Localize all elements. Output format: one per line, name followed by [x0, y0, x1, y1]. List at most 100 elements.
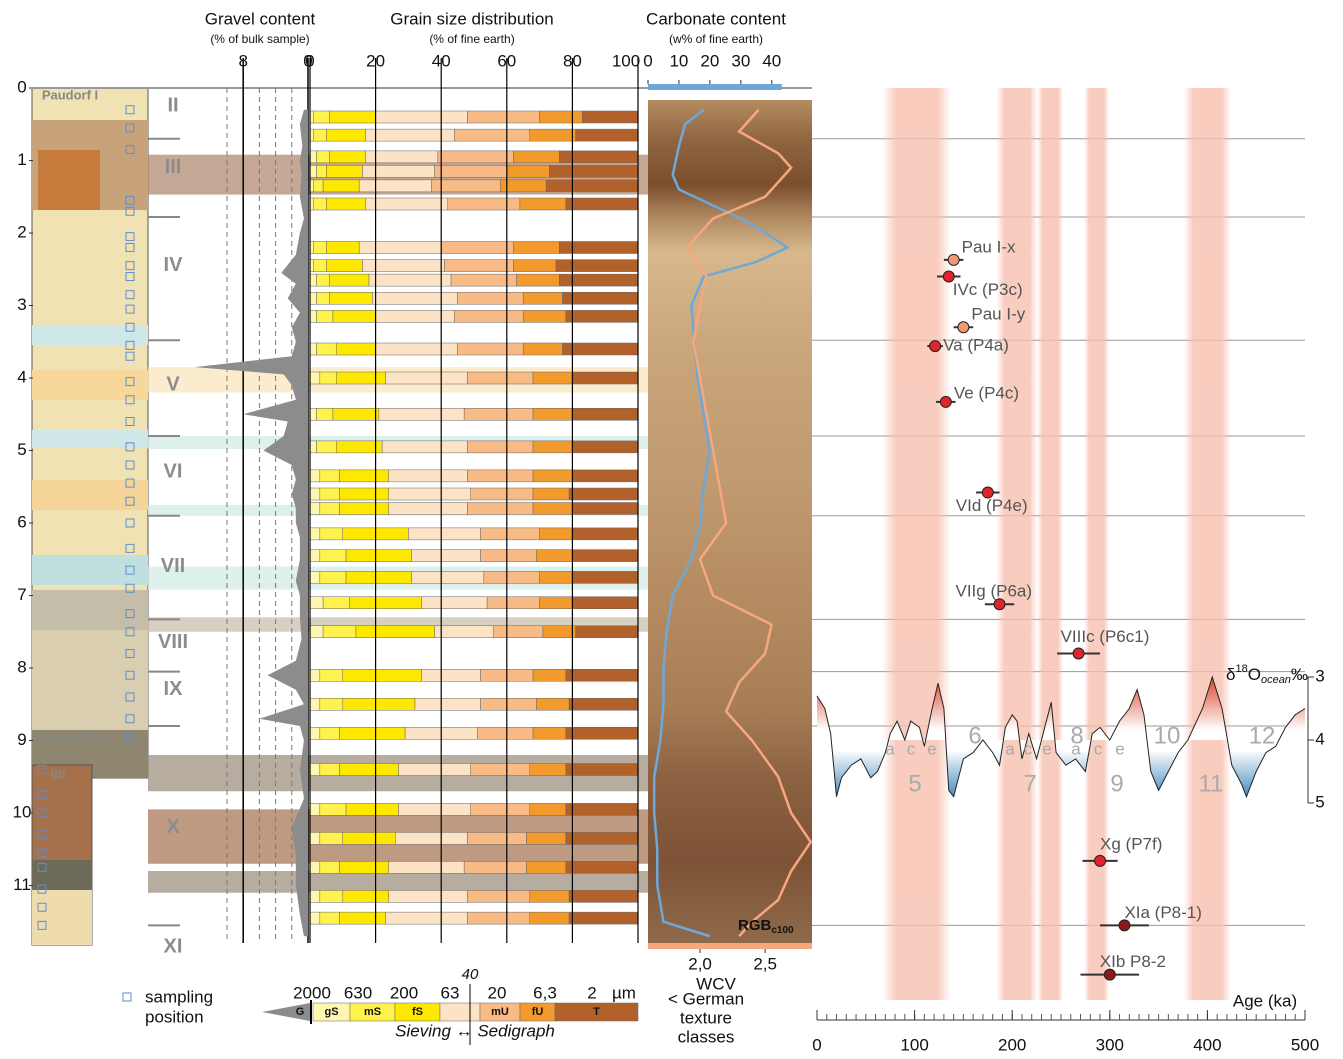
- method-split-label: 40: [462, 966, 479, 983]
- grain-bar: [533, 727, 566, 739]
- profile-layer: [32, 430, 148, 448]
- grain-bar: [340, 861, 389, 873]
- grain-bar: [471, 488, 533, 500]
- rgb-label-main: RGB: [738, 917, 772, 934]
- grain-bar: [415, 698, 481, 710]
- grain-bar: [569, 698, 638, 710]
- sample-label: Pau I-x: [962, 237, 1016, 256]
- grain-bar: [399, 803, 471, 815]
- grain-bar: [494, 626, 543, 638]
- grain-bar: [481, 698, 537, 710]
- grain-bar: [513, 242, 559, 254]
- grain-bar: [310, 528, 320, 540]
- grain-bar: [326, 260, 362, 272]
- stage-label: 9: [1110, 770, 1123, 797]
- iso-axis-label-part: ocean: [1261, 674, 1291, 686]
- grain-bar: [484, 571, 540, 583]
- grain-bar: [310, 488, 320, 500]
- depth-tick-label: 10: [13, 802, 32, 821]
- sample-label: XIb P8-2: [1100, 952, 1166, 971]
- grain-bar: [385, 912, 467, 924]
- grain-bar: [412, 550, 481, 562]
- grain-bar: [523, 292, 562, 304]
- grain-bar: [458, 292, 524, 304]
- grain-bar: [448, 198, 520, 210]
- grain-bar: [566, 803, 638, 815]
- x-tick-label: 400: [1193, 1035, 1221, 1054]
- grain-bar: [340, 503, 389, 515]
- grain-bar: [556, 260, 638, 272]
- stage-label: 7: [1023, 770, 1036, 797]
- age-point: [948, 254, 959, 265]
- unit-label: IX: [164, 678, 184, 700]
- grain-bar: [320, 488, 340, 500]
- grain-bar: [395, 832, 467, 844]
- legend-gravel-label: G: [296, 1006, 305, 1018]
- age-point: [930, 341, 941, 352]
- grain-bar: [330, 111, 376, 123]
- grain-bar: [530, 912, 569, 924]
- interglacial-band: [1184, 88, 1231, 1000]
- x-tick-label: 40: [762, 51, 781, 70]
- grain-bar: [310, 890, 320, 902]
- grain-bar: [349, 597, 421, 609]
- y-tick-label: 4: [1315, 729, 1324, 748]
- unit-label: VII: [161, 555, 185, 577]
- grain-bar: [376, 111, 468, 123]
- grain-bar: [326, 129, 365, 141]
- grain-bar: [385, 372, 467, 384]
- legend-swatch: [440, 1003, 480, 1021]
- grain-bar: [481, 550, 537, 562]
- grain-bar: [566, 198, 638, 210]
- grain-bar: [320, 698, 343, 710]
- grain-bar: [467, 441, 533, 453]
- x-tick-label: 60: [497, 51, 516, 70]
- grain-bar: [435, 626, 494, 638]
- grain-bar: [340, 764, 399, 776]
- grain-bar: [317, 408, 333, 420]
- unit-label: VIII: [158, 631, 188, 653]
- grain-bar: [412, 571, 484, 583]
- grain-bar: [317, 343, 337, 355]
- grain-bar: [310, 669, 320, 681]
- grain-bar: [333, 408, 379, 420]
- sample-label: Xg (P7f): [1100, 834, 1162, 853]
- grain-bar: [310, 571, 320, 583]
- grain-bar: [389, 503, 468, 515]
- grain-bar: [507, 165, 550, 177]
- grain-bar: [566, 669, 638, 681]
- substage-label: c: [1024, 739, 1033, 758]
- substage-label: e: [1115, 739, 1124, 758]
- depth-tick-label: 6: [17, 512, 26, 531]
- grain-bar: [362, 260, 444, 272]
- sample-label: Ve (P4c): [954, 383, 1019, 402]
- x-tick-label: 10: [669, 51, 688, 70]
- sample-label: IVc (P3c): [953, 280, 1023, 299]
- sample-label: Va (P4a): [943, 336, 1009, 355]
- stage-label: 6: [968, 722, 981, 749]
- grain-bar: [576, 626, 638, 638]
- grain-bar: [549, 165, 638, 177]
- grain-bar: [467, 832, 526, 844]
- grain-bar: [467, 890, 529, 902]
- grain-bar: [317, 274, 330, 286]
- sample-label: VId (P4e): [956, 496, 1028, 515]
- grain-bar: [310, 274, 317, 286]
- grain-bar: [310, 151, 317, 163]
- grain-bar: [487, 597, 539, 609]
- grain-bar: [530, 803, 566, 815]
- unit-label: V: [166, 374, 180, 396]
- grain-bar: [533, 669, 566, 681]
- grain-bar: [566, 764, 638, 776]
- grain-bar: [310, 408, 317, 420]
- panel-title: Grain size distribution: [390, 9, 553, 28]
- grain-bar: [471, 803, 530, 815]
- class-limit-label: 200: [390, 983, 418, 1002]
- grain-bar: [310, 912, 320, 924]
- x-tick-label: 30: [731, 51, 750, 70]
- x-tick-label: 500: [1291, 1035, 1319, 1054]
- grain-bar: [320, 503, 340, 515]
- grain-bar: [313, 180, 323, 192]
- grain-bar: [323, 626, 356, 638]
- grain-bar: [399, 764, 471, 776]
